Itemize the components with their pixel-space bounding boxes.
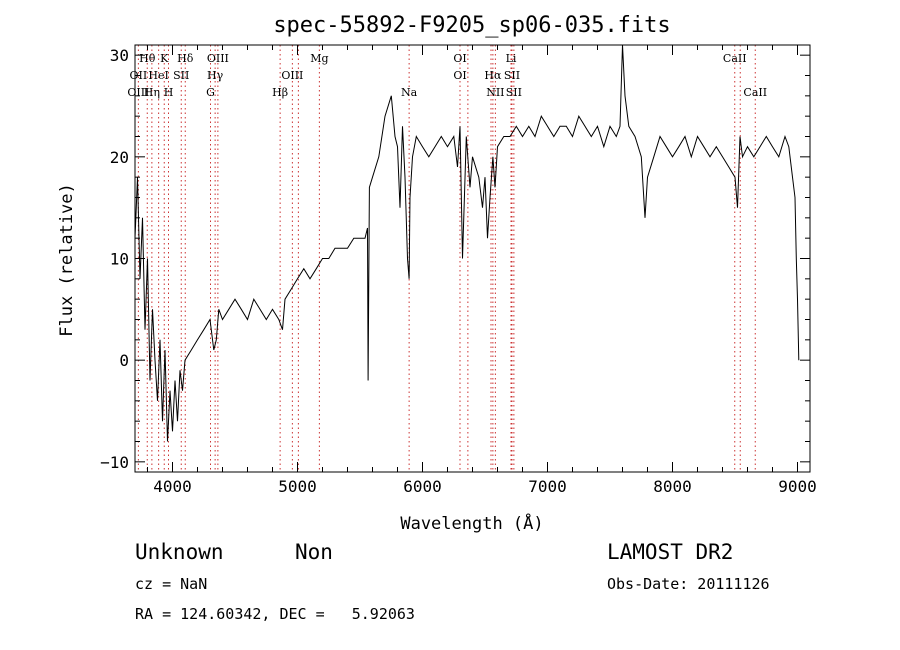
x-axis-label: Wavelength (Å) [400, 512, 543, 534]
y-axis-label: Flux (relative) [57, 183, 77, 337]
cz-value: cz = NaN [135, 575, 208, 593]
object-class: Unknown [135, 540, 224, 564]
spectral-line-label: OI [453, 69, 466, 82]
survey-name: LAMOST DR2 [607, 540, 734, 564]
spectrum-line [134, 44, 800, 442]
spectral-line-label: Hβ [272, 86, 288, 99]
chart-title: spec-55892-F9205_sp06-035.fits [273, 13, 670, 38]
spectral-line-label: Hα [484, 69, 502, 82]
axis-tick-labels: 4000 5000 6000 7000 8000 9000 −10 0 10 20 30 [100, 46, 817, 496]
spectral-line-label: CaII [723, 52, 747, 65]
spectral-line-label: Na [401, 86, 418, 99]
axis-ticks [135, 45, 810, 472]
spectral-line-label: HeI [148, 69, 168, 82]
spectral-line-label: SII [173, 69, 189, 82]
y-tick-label: 20 [110, 148, 129, 167]
spectral-line-label: OIII [281, 69, 303, 82]
x-tick-label: 8000 [653, 477, 692, 496]
spectral-line-label: Li [506, 52, 517, 65]
spectral-line-label: CaII [743, 86, 767, 99]
spectral-line-label: SII [506, 86, 522, 99]
object-subclass: Non [295, 540, 333, 564]
x-tick-label: 9000 [778, 477, 817, 496]
x-tick-label: 5000 [278, 477, 317, 496]
spectrum-series [134, 44, 800, 442]
spectral-line-label: OII [130, 69, 148, 82]
spectral-line-label: G [206, 86, 215, 99]
x-tick-label: 6000 [403, 477, 442, 496]
y-tick-label: −10 [100, 453, 129, 472]
x-tick-label: 7000 [528, 477, 567, 496]
spectral-line-label: OIII [127, 86, 149, 99]
coordinates: RA = 124.60342, DEC = 5.92063 [135, 605, 415, 623]
spectral-line-markers [137, 45, 756, 472]
plot-frame [134, 44, 811, 473]
spectral-line-label: Hθ [139, 52, 156, 65]
spectrum-chart: 4000 5000 6000 7000 8000 9000 −10 0 10 20 30 Hθ OII… [57, 13, 817, 534]
spectral-line-label: Hδ [177, 52, 194, 65]
y-tick-label: 10 [110, 250, 129, 269]
spectral-line-label: H [164, 86, 174, 99]
spectral-line-label: SII [504, 69, 520, 82]
spectral-line-label: NII [486, 86, 504, 99]
spectral-line-label: K [160, 52, 169, 65]
spectral-line-label: Mg [310, 52, 328, 65]
spectral-line-label: Hγ [207, 69, 224, 82]
obs-date: Obs-Date: 20111126 [607, 575, 770, 593]
spectral-line-label: OIII [207, 52, 229, 65]
spectral-line-label: OI [453, 52, 466, 65]
y-tick-label: 30 [110, 46, 129, 65]
x-tick-label: 4000 [153, 477, 192, 496]
y-tick-label: 0 [119, 351, 129, 370]
spectral-line-label: Hη [144, 86, 160, 99]
